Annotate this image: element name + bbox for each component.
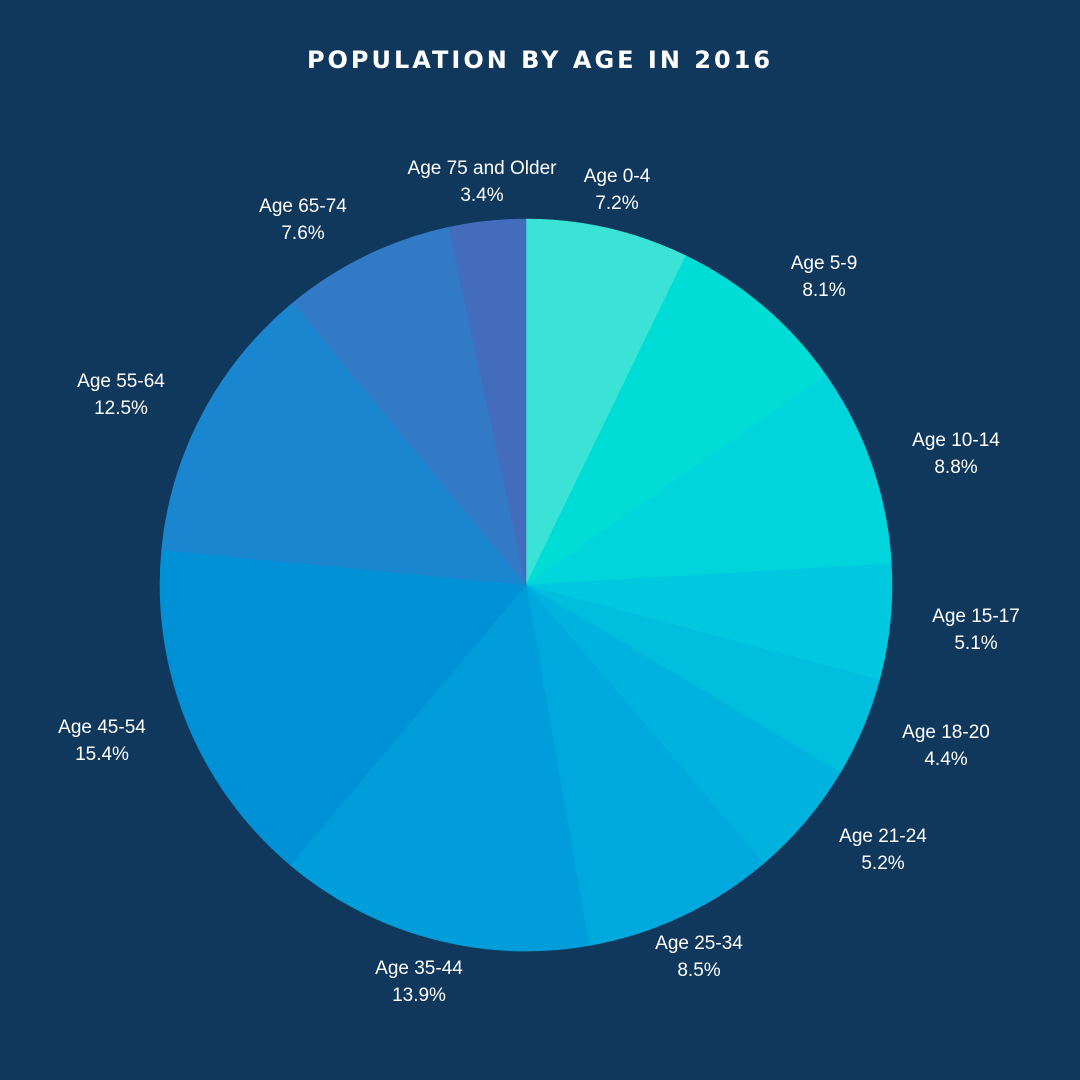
slice-category: Age 0-4: [583, 166, 651, 187]
slice-label: Age 55-64 12.5%: [77, 368, 165, 422]
slice-category: Age 35-44: [375, 958, 463, 979]
slice-category: Age 55-64: [77, 371, 165, 392]
slice-label: Age 25-34 8.5%: [655, 930, 743, 984]
pie-slice: [159, 549, 527, 866]
slice-label: Age 5-9 8.1%: [791, 250, 858, 304]
slice-category: Age 5-9: [790, 253, 858, 274]
slice-label: Age 18-20 4.4%: [902, 719, 990, 773]
pie-slice: [524, 374, 892, 586]
slice-label: Age 35-44 13.9%: [375, 955, 463, 1009]
slice-category: Age 21-24: [839, 826, 927, 847]
slice-label: Age 75 and Older 3.4%: [408, 155, 557, 209]
pie-slice: [161, 302, 527, 586]
slice-value: 8.1%: [802, 280, 846, 301]
slice-value: 4.4%: [924, 749, 968, 770]
slice-value: 7.2%: [595, 193, 639, 214]
pie-slice: [525, 218, 687, 586]
pie-slice: [289, 584, 590, 952]
chart-title: POPULATION BY AGE IN 2016: [306, 46, 774, 74]
slice-value: 8.8%: [934, 457, 978, 478]
slice-value: 3.4%: [460, 185, 504, 206]
slice-category: Age 75 and Older: [407, 158, 557, 179]
slice-category: Age 15-17: [932, 606, 1020, 627]
slice-label: Age 45-54 15.4%: [58, 714, 146, 768]
slice-value: 8.5%: [677, 960, 721, 981]
slice-value: 7.6%: [281, 223, 325, 244]
slice-category: Age 10-14: [912, 430, 1000, 451]
slice-category: Age 45-54: [58, 717, 146, 738]
slice-value: 5.1%: [954, 633, 998, 654]
pie-slice: [525, 583, 764, 946]
slice-label: Age 15-17 5.1%: [932, 603, 1020, 657]
slice-category: Age 25-34: [655, 933, 743, 954]
slice-label: Age 10-14 8.8%: [912, 427, 1000, 481]
slice-label: Age 65-74 7.6%: [259, 193, 347, 247]
slice-value: 12.5%: [94, 398, 148, 419]
slice-category: Age 65-74: [259, 196, 347, 217]
pie-slice: [525, 255, 827, 586]
slice-category: Age 18-20: [902, 722, 990, 743]
slice-label: Age 21-24 5.2%: [839, 823, 927, 877]
slice-label: Age 0-4 7.2%: [584, 163, 651, 217]
slice-value: 13.9%: [392, 985, 446, 1006]
slice-value: 15.4%: [75, 744, 129, 765]
slice-value: 5.2%: [861, 853, 905, 874]
pie-slice: [448, 218, 527, 586]
